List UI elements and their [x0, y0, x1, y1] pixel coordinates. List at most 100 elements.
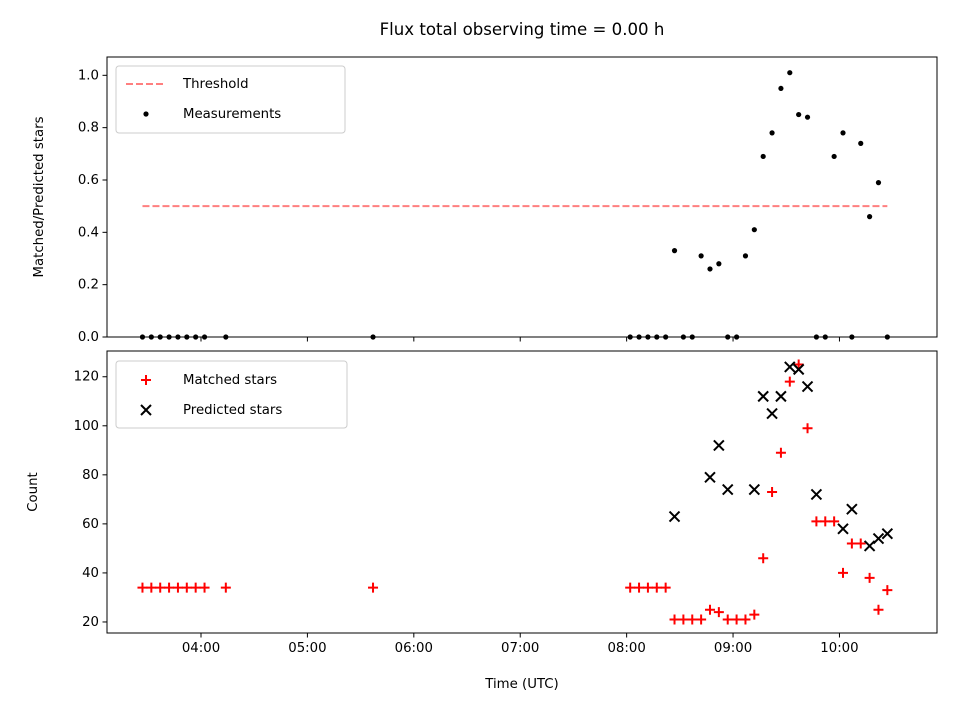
matched-point — [146, 582, 157, 593]
legend-threshold-label: Threshold — [182, 77, 249, 92]
y-tick-label: 0.2 — [78, 278, 99, 293]
x-tick-label: 07:00 — [501, 641, 539, 656]
matched-point — [802, 423, 813, 434]
matched-point — [758, 553, 769, 564]
measurement-point — [796, 111, 802, 118]
y-tick-label: 0.8 — [78, 121, 99, 136]
matched-point — [678, 614, 689, 625]
matched-point — [155, 582, 166, 593]
x-tick-label: 10:00 — [820, 641, 858, 656]
y-tick-label: 100 — [74, 419, 99, 434]
matched-point — [660, 582, 671, 593]
matched-point — [634, 582, 645, 593]
x-tick-label: 04:00 — [182, 641, 220, 656]
matched-point — [164, 582, 175, 593]
matched-point — [731, 614, 742, 625]
measurement-point — [858, 140, 864, 146]
matched-point — [625, 582, 636, 593]
x-tick-label: 05:00 — [288, 641, 326, 656]
ratio-panel: 0.0 0.2 0.4 0.6 0.8 1.0 Matched/Predicted star… — [32, 56, 938, 345]
measurement-point — [875, 180, 882, 186]
predicted-point — [704, 471, 716, 483]
x-tick-label: 08:00 — [607, 641, 645, 656]
matched-point — [137, 582, 148, 593]
predicted-point — [846, 503, 858, 515]
measurement-point — [671, 248, 678, 254]
predicted-point — [668, 510, 681, 523]
matched-point — [199, 582, 210, 593]
legend-frame — [115, 360, 348, 429]
matched-point — [141, 375, 151, 385]
legend-predicted-label: Predicted stars — [183, 403, 282, 418]
matched-point — [749, 609, 760, 620]
y-tick-label: 0.4 — [78, 225, 99, 240]
matched-point — [864, 572, 875, 583]
count-panel: 04:00 05:00 06:00 07:00 08:00 09:00 10:00 20 40 6… — [26, 350, 938, 692]
predicted-point — [810, 488, 823, 501]
y-tick-label: 0.0 — [78, 330, 99, 345]
measurement-point — [769, 130, 775, 136]
matched-point — [642, 582, 653, 593]
predicted-point — [757, 390, 769, 403]
matched-point — [172, 582, 183, 593]
predicted-point — [766, 407, 778, 420]
legend-measurements-swatch — [143, 111, 149, 117]
ratio-y-axis-label: Matched/Predicted stars — [32, 116, 47, 277]
matched-point — [220, 582, 231, 593]
measurement-point — [707, 266, 713, 272]
legend-matched-label: Matched stars — [183, 373, 277, 388]
y-tick-label: 20 — [82, 615, 99, 630]
measurement-point — [804, 114, 811, 120]
matched-point — [820, 516, 831, 527]
matched-point — [846, 538, 857, 549]
y-tick-label: 1.0 — [78, 68, 99, 83]
matched-point — [722, 614, 733, 625]
matched-point — [669, 614, 680, 625]
y-tick-label: 80 — [82, 468, 99, 483]
matched-point — [767, 487, 778, 497]
predicted-point — [863, 540, 876, 552]
predicted-point — [837, 523, 849, 535]
legend-measurements-label: Measurements — [183, 107, 281, 122]
predicted-point — [722, 483, 734, 496]
matched-point — [793, 359, 804, 370]
matched-point — [811, 516, 822, 527]
matched-point — [651, 582, 662, 593]
matched-point — [713, 607, 724, 618]
measurement-point — [742, 253, 749, 259]
measurement-point — [778, 85, 784, 92]
measurement-point — [698, 253, 704, 259]
count-plot-frame — [106, 350, 938, 634]
x-tick-label: 09:00 — [714, 641, 752, 656]
y-tick-label: 40 — [82, 566, 99, 581]
predicted-point — [140, 404, 152, 416]
matched-point — [882, 585, 893, 596]
matched-point — [696, 614, 707, 625]
count-y-axis-label: Count — [26, 472, 41, 512]
matched-point — [838, 567, 849, 578]
legend-frame — [115, 65, 346, 134]
chart-title: Flux total observing time = 0.00 h — [379, 20, 665, 39]
y-tick-label: 120 — [74, 370, 99, 385]
matched-point — [873, 604, 884, 615]
count-legend: Matched stars Predicted stars — [115, 360, 348, 429]
matched-point — [855, 538, 866, 549]
matched-point — [704, 604, 715, 615]
matched-point — [829, 516, 840, 527]
predicted-point — [713, 439, 725, 452]
x-tick-label: 06:00 — [395, 641, 433, 656]
predicted-point — [872, 532, 885, 545]
measurement-point — [716, 261, 722, 267]
predicted-point — [784, 361, 796, 373]
matched-point — [190, 582, 201, 593]
predicted-point — [792, 363, 805, 376]
matched-point — [368, 582, 379, 593]
predicted-point — [748, 483, 761, 496]
measurement-point — [751, 227, 757, 233]
matched-point — [775, 447, 786, 458]
measurement-point — [787, 70, 793, 76]
y-tick-label: 60 — [82, 517, 99, 532]
x-axis-label: Time (UTC) — [484, 677, 559, 692]
measurement-point — [840, 130, 846, 136]
